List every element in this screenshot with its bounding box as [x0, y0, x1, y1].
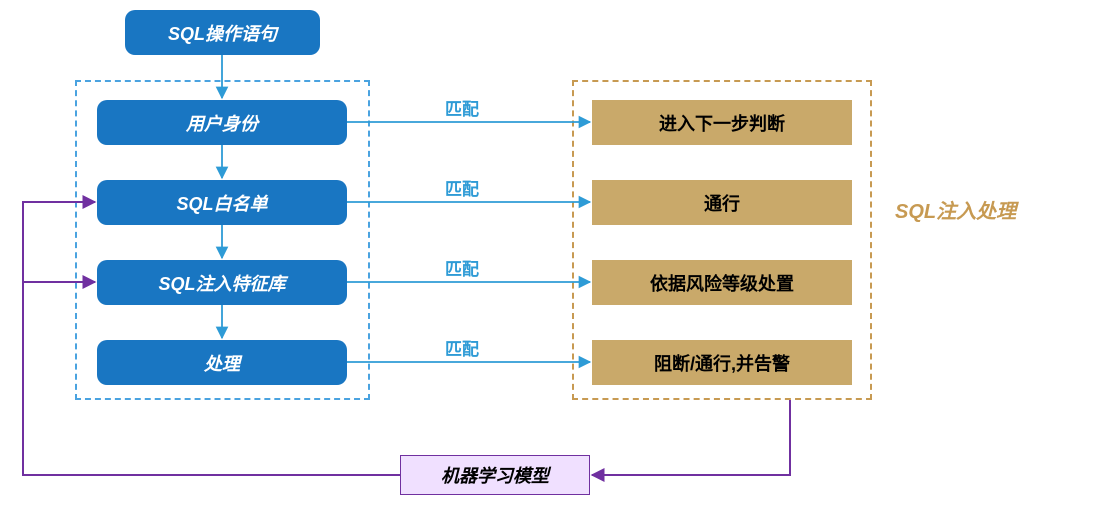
node-sql-stmt: SQL操作语句 [125, 10, 320, 55]
node-risk: 依据风险等级处置 [592, 260, 852, 305]
node-label: 通行 [704, 190, 740, 216]
node-next-step: 进入下一步判断 [592, 100, 852, 145]
node-label: 机器学习模型 [441, 462, 549, 488]
conn-label-4: 匹配 [445, 335, 479, 360]
node-label: SQL注入特征库 [158, 270, 285, 296]
node-label: SQL操作语句 [168, 20, 277, 46]
node-label: 处理 [204, 350, 240, 376]
node-label: 进入下一步判断 [659, 110, 785, 136]
node-feature-lib: SQL注入特征库 [97, 260, 347, 305]
node-block: 阻断/通行,并告警 [592, 340, 852, 385]
node-label: 阻断/通行,并告警 [654, 350, 790, 376]
node-process: 处理 [97, 340, 347, 385]
node-pass: 通行 [592, 180, 852, 225]
node-label: 用户身份 [186, 110, 258, 136]
conn-label-2: 匹配 [445, 175, 479, 200]
arrow-rightbox-to-mlmodel [592, 400, 790, 475]
node-whitelist: SQL白名单 [97, 180, 347, 225]
node-ml-model: 机器学习模型 [400, 455, 590, 495]
node-label: 依据风险等级处置 [650, 270, 794, 296]
conn-label-1: 匹配 [445, 95, 479, 120]
side-label-sql-injection: SQL注入处理 [895, 195, 1016, 224]
conn-label-3: 匹配 [445, 255, 479, 280]
node-user-id: 用户身份 [97, 100, 347, 145]
node-label: SQL白名单 [176, 190, 267, 216]
